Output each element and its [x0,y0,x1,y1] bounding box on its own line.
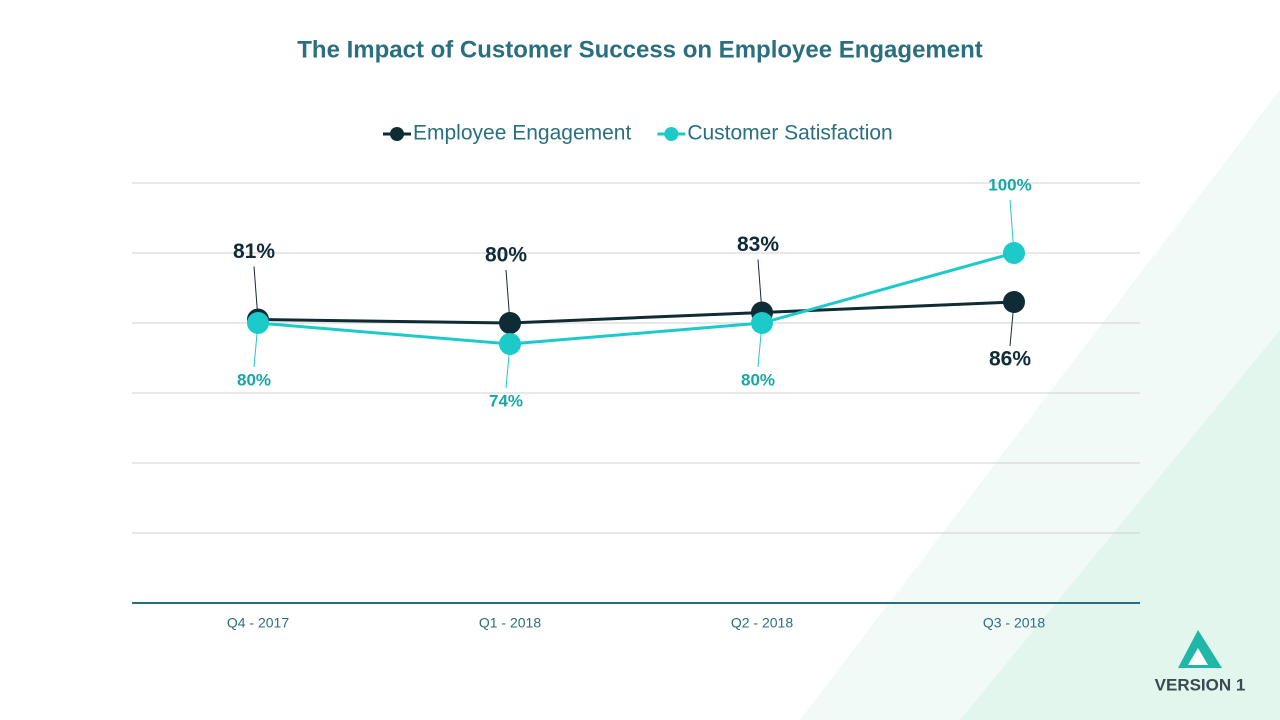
legend-label: Employee Engagement [413,122,631,145]
data-label: 81% [233,240,275,263]
data-label: 100% [988,175,1031,194]
x-tick-label: Q1 - 2018 [479,615,541,631]
data-label: 86% [989,348,1031,371]
logo-icon [1178,630,1222,668]
legend-label: Customer Satisfaction [687,122,892,145]
logo-icon [1188,648,1208,665]
data-point [499,333,521,355]
data-point [247,312,269,334]
data-point [1003,291,1025,313]
data-point [499,312,521,334]
data-label: 80% [485,244,527,267]
legend-marker [664,127,679,141]
data-label: 80% [741,370,775,389]
logo-text: VERSION 1 [1155,675,1246,694]
data-label: 80% [237,370,271,389]
data-label: 74% [489,391,523,410]
chart-title: The Impact of Customer Success on Employ… [297,36,983,63]
x-tick-label: Q2 - 2018 [731,615,793,631]
series-line [257,300,1015,325]
data-point [751,312,773,334]
series-line [257,251,1015,346]
legend-marker [390,127,404,141]
x-tick-label: Q3 - 2018 [983,615,1045,631]
x-tick-label: Q4 - 2017 [227,615,289,631]
data-label: 83% [737,233,779,256]
data-point [1003,242,1025,264]
background-shape [960,330,1280,720]
